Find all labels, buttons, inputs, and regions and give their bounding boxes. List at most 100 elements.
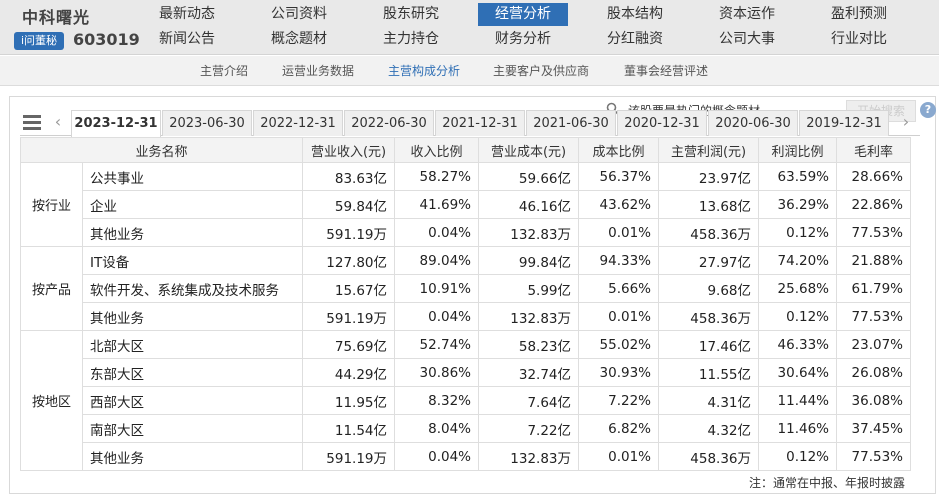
value-cell: 23.97亿 [658, 162, 760, 191]
value-cell: 5.99亿 [478, 274, 580, 303]
tab-date-8[interactable]: 2020-06-30 [708, 110, 798, 136]
nav-item-2-5[interactable]: 分红融资 [607, 31, 663, 47]
value-cell: 77.53% [836, 302, 912, 331]
value-cell: 46.16亿 [478, 190, 580, 219]
value-cell: 458.36万 [658, 302, 760, 331]
nav-item-2-1[interactable]: 新闻公告 [159, 31, 215, 47]
value-cell: 11.55亿 [658, 358, 760, 387]
column-header[interactable]: 成本比例 [578, 137, 660, 163]
value-cell: 458.36万 [658, 442, 760, 471]
value-cell: 32.74亿 [478, 358, 580, 387]
value-cell: 30.86% [394, 358, 480, 387]
column-header[interactable]: 利润比例 [758, 137, 838, 163]
value-cell: 7.64亿 [478, 386, 580, 415]
column-header[interactable]: 营业成本(元) [478, 137, 580, 163]
chevron-right-icon[interactable]: › [902, 112, 910, 131]
business-composition-table: 业务名称 营业收入(元) 收入比例 营业成本(元) 成本比例 主营利润(元) 利润比例 毛利率… [19, 137, 912, 471]
subnav-item-5[interactable]: 董事会经营评述 [624, 64, 709, 78]
nav-item-2-7[interactable]: 行业对比 [831, 31, 887, 47]
nav-item-1-5[interactable]: 股本结构 [607, 6, 663, 22]
table-row: 按产品 IT设备 127.80亿 89.04% 99.84亿 94.33% 27.97亿 74… [20, 246, 912, 331]
value-cell: 0.04% [394, 218, 480, 247]
tab-date-1[interactable]: 2023-12-31 [71, 110, 161, 137]
nav-item-1-2[interactable]: 公司资料 [271, 6, 327, 22]
nav-item-1-6[interactable]: 资本运作 [719, 6, 775, 22]
business-name-cell: 公共事业 [81, 162, 304, 191]
value-cell: 56.37% [578, 162, 660, 191]
value-cell: 0.12% [758, 442, 838, 471]
business-name-cell: 西部大区 [81, 386, 304, 415]
column-header[interactable]: 毛利率 [836, 137, 912, 163]
value-cell: 94.33% [578, 246, 660, 275]
value-cell: 0.12% [758, 218, 838, 247]
value-cell: 132.83万 [478, 442, 580, 471]
nav-item-2-2[interactable]: 概念题材 [271, 31, 327, 47]
nav-item-2-6[interactable]: 公司大事 [719, 31, 775, 47]
business-name-cell: 其他业务 [81, 302, 304, 331]
nav-item-1-3[interactable]: 股东研究 [383, 6, 439, 22]
value-cell: 23.07% [836, 330, 912, 359]
tab-date-2[interactable]: 2023-06-30 [162, 110, 252, 136]
column-header[interactable]: 业务名称 [19, 137, 304, 163]
business-name-cell: 东部大区 [81, 358, 304, 387]
business-name-cell: 其他业务 [81, 442, 304, 471]
tab-date-3[interactable]: 2022-12-31 [253, 110, 343, 136]
value-cell: 5.66% [578, 274, 660, 303]
chevron-left-icon[interactable]: ‹ [54, 112, 62, 131]
value-cell: 17.46亿 [658, 330, 760, 359]
value-cell: 21.88% [836, 246, 912, 275]
subnav-item-3[interactable]: 主营构成分析 [388, 64, 461, 78]
value-cell: 8.04% [394, 414, 480, 443]
column-header[interactable]: 营业收入(元) [302, 137, 396, 163]
value-cell: 44.29亿 [302, 358, 396, 387]
value-cell: 30.64% [758, 358, 838, 387]
value-cell: 36.29% [758, 190, 838, 219]
value-cell: 36.08% [836, 386, 912, 415]
value-cell: 6.82% [578, 414, 660, 443]
nav-item-1-7[interactable]: 盈利预测 [831, 6, 887, 22]
nav-item-2-4[interactable]: 财务分析 [495, 31, 551, 47]
column-header[interactable]: 主营利润(元) [658, 137, 760, 163]
value-cell: 75.69亿 [302, 330, 396, 359]
value-cell: 11.46% [758, 414, 838, 443]
tab-date-9[interactable]: 2019-12-31 [799, 110, 889, 136]
table-header-row: 业务名称 营业收入(元) 收入比例 营业成本(元) 成本比例 主营利润(元) 利润比例 毛利率 [19, 137, 912, 163]
value-cell: 59.66亿 [478, 162, 580, 191]
tab-date-5[interactable]: 2021-12-31 [435, 110, 525, 136]
value-cell: 0.12% [758, 302, 838, 331]
tab-date-6[interactable]: 2021-06-30 [526, 110, 616, 136]
disclosure-note: 注：通常在中报、年报时披露 [748, 476, 905, 490]
value-cell: 591.19万 [302, 218, 396, 247]
value-cell: 11.44% [758, 386, 838, 415]
value-cell: 0.01% [578, 302, 660, 331]
subnav-item-4[interactable]: 主要客户及供应商 [493, 64, 590, 78]
nav-item-1-1[interactable]: 最新动态 [159, 6, 215, 22]
column-header[interactable]: 收入比例 [394, 137, 480, 163]
table-row: 其他业务 591.19万 0.04% 132.83万 0.01% 458.36万 0.12%… [21, 302, 912, 331]
value-cell: 26.08% [836, 358, 912, 387]
value-cell: 77.53% [836, 218, 912, 247]
help-icon[interactable]: ? [920, 102, 936, 118]
menu-icon[interactable] [20, 109, 44, 135]
nav-item-1-4[interactable]: 经营分析 [478, 3, 568, 26]
table-row: 其他业务 591.19万 0.04% 132.83万 0.01% 458.36万 0.12%… [21, 442, 912, 471]
ask-secretary-badge[interactable]: i问董秘 [14, 32, 64, 50]
value-cell: 127.80亿 [302, 246, 396, 275]
group-label: 按产品 [20, 246, 83, 331]
business-name-cell: 其他业务 [81, 218, 304, 247]
value-cell: 27.97亿 [658, 246, 760, 275]
nav-item-2-3[interactable]: 主力持仓 [383, 31, 439, 47]
value-cell: 15.67亿 [302, 274, 396, 303]
value-cell: 458.36万 [658, 218, 760, 247]
tab-date-4[interactable]: 2022-06-30 [344, 110, 434, 136]
table-row: 企业 59.84亿 41.69% 46.16亿 43.62% 13.68亿 36.29% 22… [21, 190, 912, 219]
tab-date-7[interactable]: 2020-12-31 [617, 110, 707, 136]
value-cell: 28.66% [836, 162, 912, 191]
value-cell: 132.83万 [478, 218, 580, 247]
subnav-item-1[interactable]: 主营介绍 [200, 64, 249, 78]
value-cell: 46.33% [758, 330, 838, 359]
value-cell: 9.68亿 [658, 274, 760, 303]
business-name-cell: 北部大区 [81, 330, 304, 359]
value-cell: 4.31亿 [658, 386, 760, 415]
subnav-item-2[interactable]: 运营业务数据 [282, 64, 355, 78]
